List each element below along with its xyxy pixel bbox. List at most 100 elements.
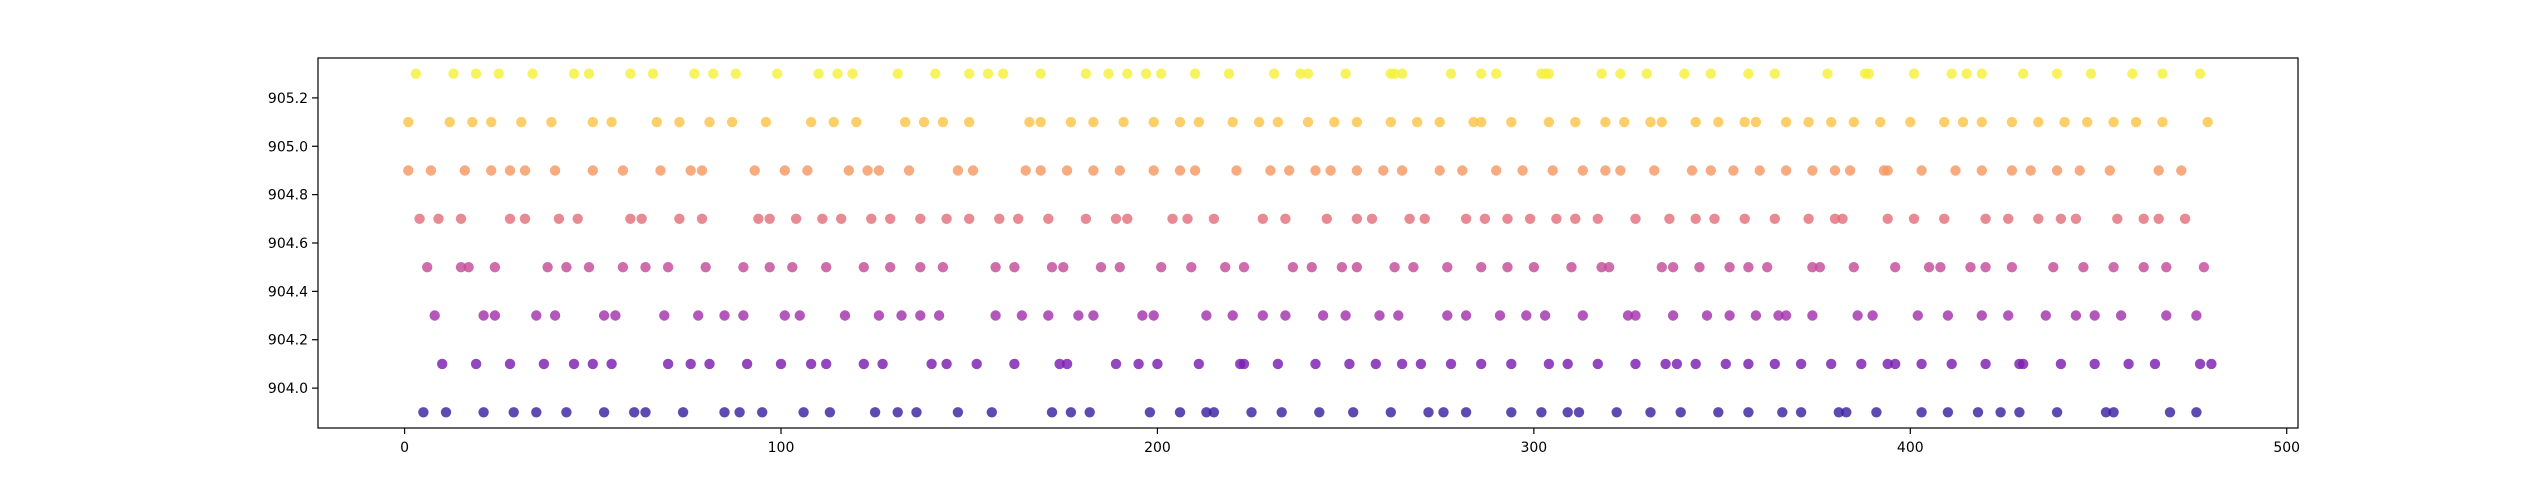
data-points bbox=[403, 68, 2217, 418]
data-point bbox=[463, 262, 474, 273]
data-point bbox=[1054, 358, 1065, 370]
data-point bbox=[489, 310, 501, 321]
data-point bbox=[994, 213, 1005, 224]
data-point bbox=[2157, 116, 2168, 128]
data-point bbox=[640, 262, 651, 273]
data-point bbox=[760, 116, 772, 128]
data-point bbox=[2100, 407, 2112, 418]
data-point bbox=[2191, 407, 2202, 418]
data-point bbox=[2153, 165, 2164, 176]
data-point bbox=[1220, 262, 1231, 273]
data-point bbox=[1423, 407, 1434, 418]
data-point bbox=[1378, 165, 1389, 176]
data-point bbox=[2025, 165, 2036, 176]
data-point bbox=[1340, 68, 1351, 79]
data-point bbox=[1276, 407, 1287, 418]
data-point bbox=[839, 310, 851, 321]
data-point bbox=[610, 310, 621, 321]
data-point bbox=[1916, 358, 1927, 370]
data-point bbox=[1908, 68, 1920, 79]
data-point bbox=[1777, 407, 1788, 418]
data-point bbox=[1148, 310, 1159, 321]
data-point bbox=[606, 358, 617, 370]
data-point bbox=[873, 310, 885, 321]
data-point bbox=[1524, 213, 1536, 224]
data-point bbox=[1118, 116, 1129, 128]
data-point bbox=[1980, 213, 1991, 224]
data-point bbox=[1156, 68, 1167, 79]
data-point bbox=[764, 262, 775, 273]
data-point bbox=[2051, 165, 2063, 176]
data-point bbox=[1743, 407, 1754, 418]
data-point bbox=[2018, 68, 2029, 79]
data-point bbox=[531, 407, 542, 418]
data-point bbox=[1110, 213, 1122, 224]
data-point bbox=[410, 68, 422, 79]
data-point bbox=[1080, 213, 1092, 224]
data-point bbox=[1133, 358, 1144, 370]
data-point bbox=[937, 116, 949, 128]
data-point bbox=[1385, 407, 1397, 418]
data-point bbox=[1167, 213, 1178, 224]
data-point bbox=[926, 358, 937, 370]
x-tick-label: 100 bbox=[768, 440, 795, 456]
data-point bbox=[1442, 310, 1453, 321]
data-point bbox=[1660, 358, 1671, 370]
data-point bbox=[1295, 68, 1306, 79]
data-point bbox=[583, 68, 595, 79]
data-point bbox=[813, 68, 824, 79]
data-point bbox=[440, 407, 452, 418]
data-point bbox=[2059, 116, 2070, 128]
data-point bbox=[516, 116, 527, 128]
data-point bbox=[433, 213, 444, 224]
x-tick-label: 500 bbox=[2273, 440, 2300, 456]
data-point bbox=[1577, 165, 1589, 176]
data-point bbox=[459, 165, 470, 176]
data-point bbox=[1615, 68, 1626, 79]
data-point bbox=[1257, 310, 1269, 321]
data-point bbox=[704, 358, 715, 370]
data-point bbox=[843, 165, 854, 176]
data-point bbox=[1186, 262, 1197, 273]
data-point bbox=[1476, 262, 1487, 273]
data-point bbox=[2164, 407, 2176, 418]
data-point bbox=[1795, 407, 1807, 418]
data-point bbox=[561, 407, 572, 418]
data-point bbox=[1088, 116, 1099, 128]
data-point bbox=[568, 358, 580, 370]
data-point bbox=[448, 68, 459, 79]
data-point bbox=[2123, 358, 2134, 370]
data-point bbox=[1995, 407, 2006, 418]
data-point bbox=[1750, 116, 1762, 128]
data-point bbox=[1547, 165, 1558, 176]
data-point bbox=[915, 310, 926, 321]
data-point bbox=[1396, 68, 1408, 79]
data-point bbox=[1630, 310, 1641, 321]
data-point bbox=[1227, 116, 1238, 128]
data-point bbox=[504, 213, 516, 224]
data-point bbox=[1280, 213, 1291, 224]
data-point bbox=[2082, 116, 2093, 128]
data-point bbox=[1946, 358, 1957, 370]
data-point bbox=[519, 213, 531, 224]
data-point bbox=[1769, 68, 1781, 79]
data-point bbox=[542, 262, 553, 273]
data-point bbox=[470, 358, 482, 370]
data-point bbox=[1961, 68, 1972, 79]
data-point bbox=[486, 116, 497, 128]
data-point bbox=[828, 116, 839, 128]
data-point bbox=[1084, 407, 1095, 418]
data-point bbox=[1957, 116, 1969, 128]
data-point bbox=[651, 116, 662, 128]
data-point bbox=[1803, 116, 1814, 128]
data-point bbox=[1479, 213, 1491, 224]
data-point bbox=[1923, 262, 1935, 273]
data-point bbox=[1114, 262, 1126, 273]
data-point bbox=[2194, 68, 2206, 79]
data-point bbox=[1694, 262, 1705, 273]
data-point bbox=[2108, 407, 2119, 418]
data-point bbox=[1592, 213, 1604, 224]
data-point bbox=[519, 165, 531, 176]
data-point bbox=[1140, 68, 1152, 79]
data-point bbox=[2089, 310, 2100, 321]
